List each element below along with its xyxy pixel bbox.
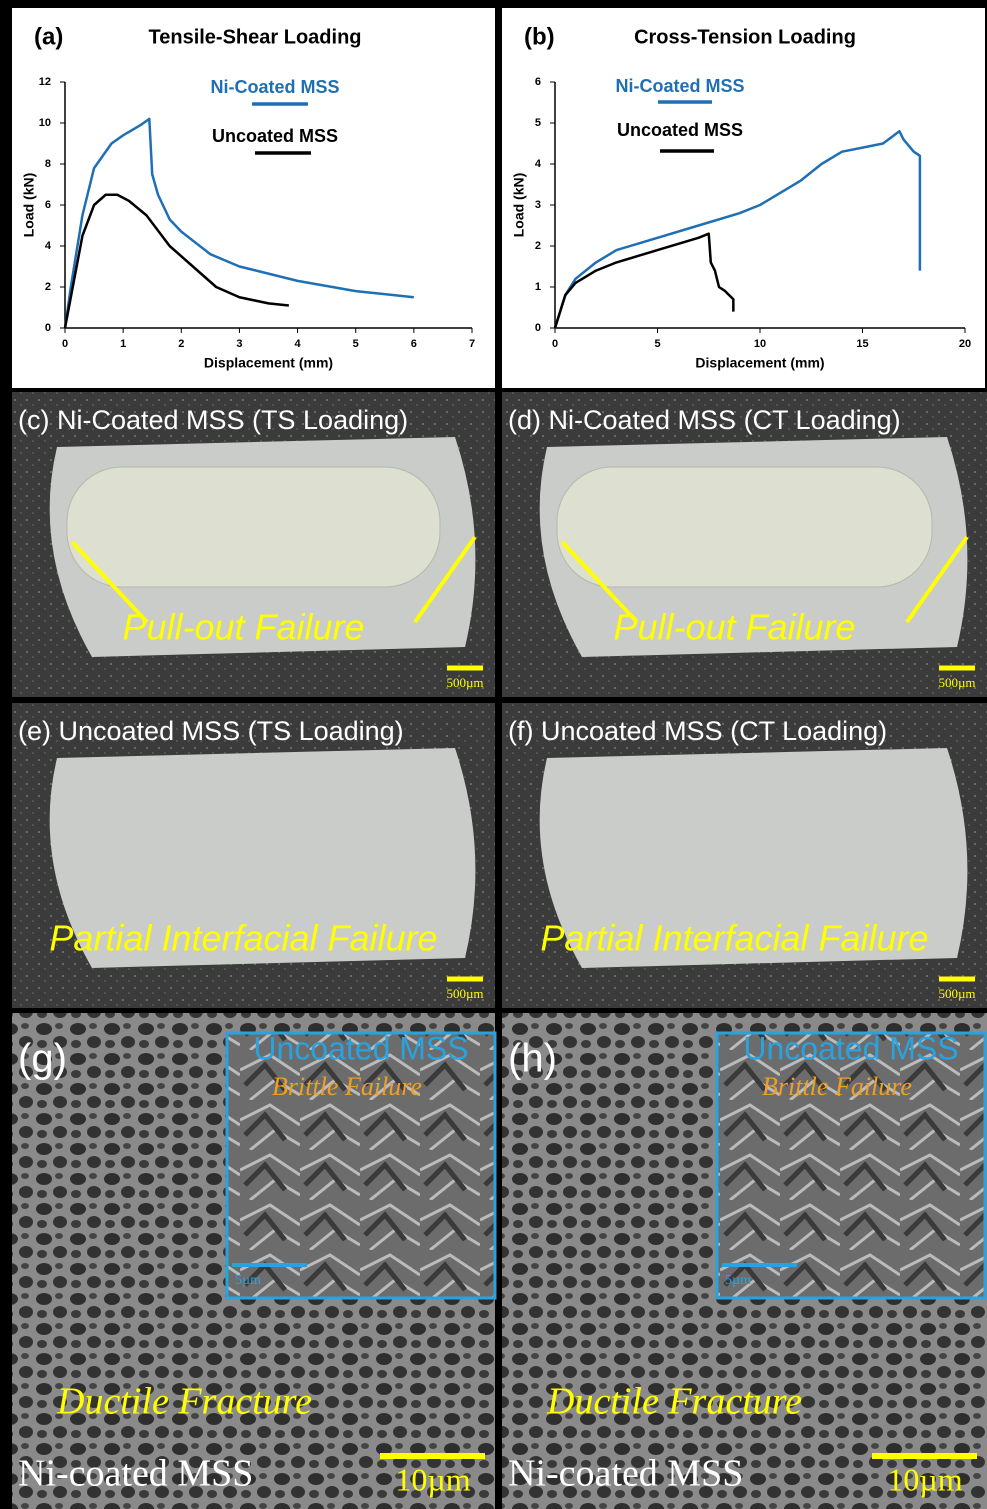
y-tick-label: 1 — [535, 281, 541, 293]
panel-label: (f) Uncoated MSS (CT Loading) — [508, 716, 887, 746]
y-tick-label: 3 — [535, 199, 541, 211]
x-tick-label: 5 — [654, 338, 660, 350]
scale-bar-label: 10µm — [887, 1461, 962, 1497]
y-axis-label: Load (kN) — [511, 173, 527, 238]
inset-scale-bar-label: 5µm — [725, 1273, 751, 1288]
legend-label: Ni-Coated MSS — [615, 76, 744, 96]
x-tick-label: 2 — [178, 338, 184, 350]
chart-panel — [502, 8, 985, 388]
x-tick-label: 10 — [754, 338, 766, 350]
nugget — [557, 467, 932, 587]
x-tick-label: 6 — [411, 338, 417, 350]
legend-label: Uncoated MSS — [212, 126, 338, 146]
caption: Ni-coated MSS — [508, 1453, 743, 1495]
y-axis-label: Load (kN) — [21, 173, 37, 238]
x-tick-label: 20 — [959, 338, 971, 350]
y-tick-label: 12 — [39, 76, 51, 88]
x-tick-label: 0 — [552, 338, 558, 350]
panel-label: (e) Uncoated MSS (TS Loading) — [18, 716, 404, 746]
inset-annotation: Brittle Failure — [272, 1072, 422, 1101]
x-tick-label: 3 — [236, 338, 242, 350]
annotation: Ductile Fracture — [56, 1381, 312, 1423]
chart-title: Tensile-Shear Loading — [149, 26, 362, 48]
panel-label: (h) — [508, 1037, 557, 1081]
inset-scale-bar-label: 5µm — [235, 1273, 261, 1288]
x-tick-label: 0 — [62, 338, 68, 350]
legend-label: Uncoated MSS — [617, 120, 743, 140]
inset-annotation: Brittle Failure — [762, 1072, 912, 1101]
y-tick-label: 2 — [535, 240, 541, 252]
y-tick-label: 10 — [39, 117, 51, 129]
panel-label: (b) — [524, 23, 555, 50]
y-tick-label: 6 — [45, 199, 51, 211]
scale-bar-label: 500µm — [446, 986, 483, 1001]
y-tick-label: 4 — [535, 158, 542, 170]
chart-title: Cross-Tension Loading — [634, 26, 856, 48]
annotation: Partial Interfacial Failure — [49, 918, 437, 959]
annotation: Partial Interfacial Failure — [540, 918, 928, 959]
scale-bar-label: 500µm — [446, 675, 483, 690]
scale-bar-label: 500µm — [938, 986, 975, 1001]
x-axis-label: Displacement (mm) — [695, 355, 824, 371]
y-tick-label: 6 — [535, 76, 541, 88]
panel-label: (g) — [18, 1037, 67, 1081]
y-tick-label: 5 — [535, 117, 541, 129]
caption: Ni-coated MSS — [18, 1453, 253, 1495]
x-tick-label: 7 — [469, 338, 475, 350]
annotation: Pull-out Failure — [122, 607, 364, 648]
nugget — [67, 467, 440, 587]
figure: (a)Tensile-Shear Loading0246810120123456… — [0, 0, 987, 1509]
x-axis-label: Displacement (mm) — [204, 355, 333, 371]
panel-label: (d) Ni-Coated MSS (CT Loading) — [508, 405, 901, 435]
legend-label: Ni-Coated MSS — [210, 77, 339, 97]
panel-label: (c) Ni-Coated MSS (TS Loading) — [18, 405, 408, 435]
panel-label: (a) — [34, 23, 63, 50]
chart-panel — [12, 8, 495, 388]
scale-bar-label: 500µm — [938, 675, 975, 690]
annotation: Ductile Fracture — [546, 1381, 802, 1423]
y-tick-label: 0 — [45, 322, 51, 334]
y-tick-label: 2 — [45, 281, 51, 293]
x-tick-label: 5 — [353, 338, 359, 350]
x-tick-label: 15 — [856, 338, 868, 350]
y-tick-label: 4 — [45, 240, 52, 252]
y-tick-label: 8 — [45, 158, 51, 170]
x-tick-label: 1 — [120, 338, 126, 350]
x-tick-label: 4 — [295, 338, 302, 350]
annotation: Pull-out Failure — [613, 607, 855, 648]
inset-label: Uncoated MSS — [253, 1030, 468, 1066]
scale-bar-label: 10µm — [395, 1461, 470, 1497]
y-tick-label: 0 — [535, 322, 541, 334]
inset-label: Uncoated MSS — [743, 1030, 958, 1066]
